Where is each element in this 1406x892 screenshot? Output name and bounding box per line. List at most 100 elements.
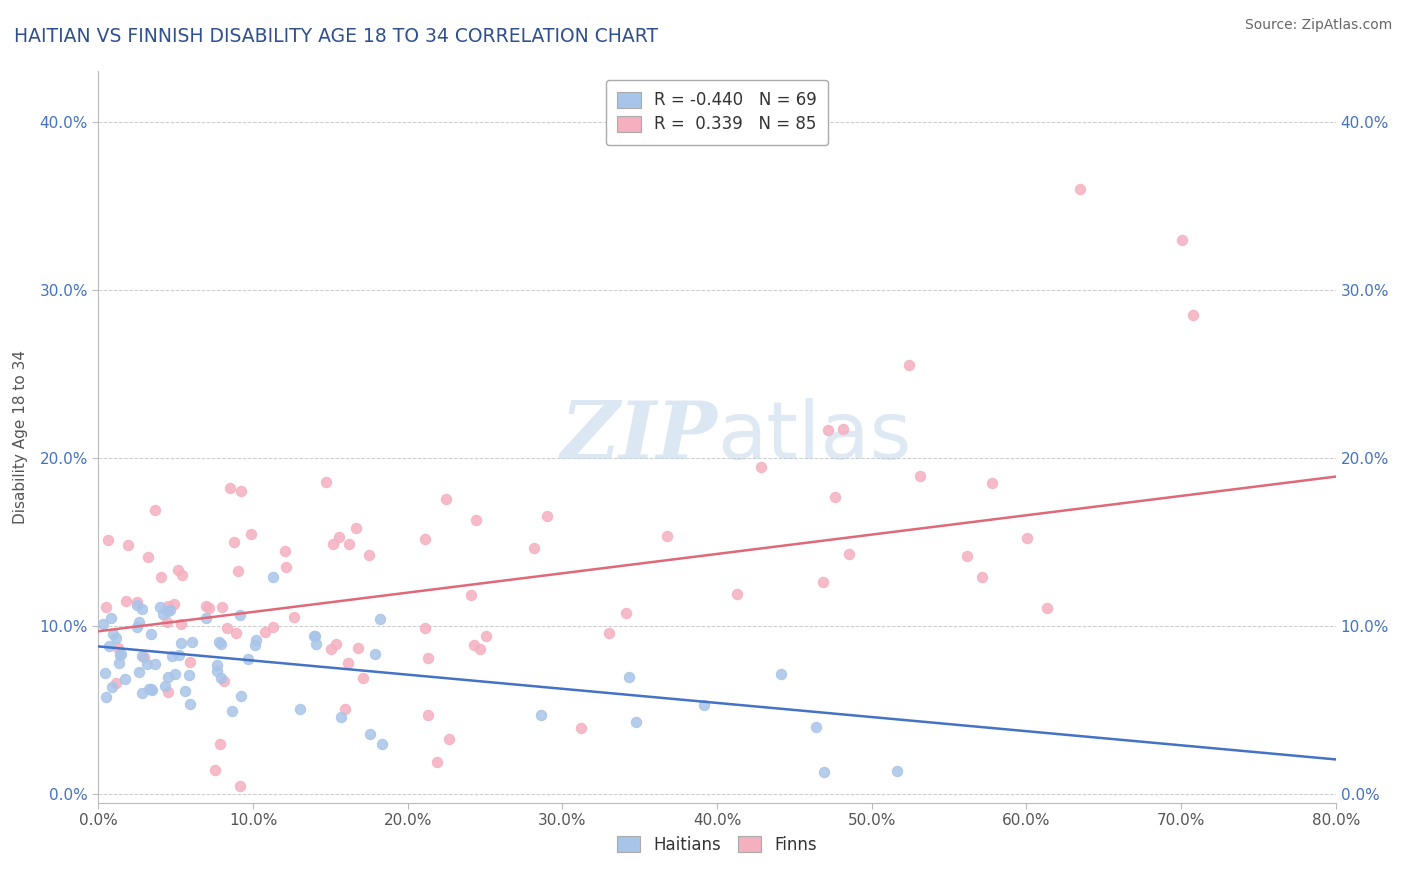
Point bbox=[315, 475, 337, 489]
Point bbox=[228, 607, 250, 622]
Point bbox=[624, 714, 647, 729]
Point bbox=[897, 358, 920, 372]
Point bbox=[205, 665, 228, 679]
Point bbox=[219, 481, 242, 495]
Point bbox=[359, 727, 381, 741]
Point bbox=[468, 642, 491, 657]
Point bbox=[204, 764, 226, 778]
Point bbox=[465, 513, 488, 527]
Point bbox=[980, 475, 1002, 490]
Point bbox=[138, 681, 160, 696]
Point bbox=[104, 631, 127, 645]
Point bbox=[105, 675, 128, 690]
Point bbox=[363, 648, 385, 662]
Point bbox=[136, 549, 159, 564]
Text: atlas: atlas bbox=[717, 398, 911, 476]
Point bbox=[274, 559, 297, 574]
Point bbox=[426, 755, 449, 769]
Point bbox=[418, 707, 440, 722]
Point bbox=[569, 721, 592, 735]
Point bbox=[333, 702, 356, 716]
Point bbox=[325, 637, 347, 651]
Point bbox=[211, 599, 233, 614]
Point bbox=[418, 650, 440, 665]
Point bbox=[337, 656, 360, 670]
Point bbox=[132, 649, 155, 664]
Point bbox=[114, 594, 136, 608]
Point bbox=[153, 680, 176, 694]
Point bbox=[813, 765, 835, 780]
Point bbox=[229, 779, 252, 793]
Point bbox=[195, 611, 218, 625]
Point bbox=[125, 595, 148, 609]
Y-axis label: Disability Age 18 to 34: Disability Age 18 to 34 bbox=[14, 350, 28, 524]
Point bbox=[114, 672, 136, 686]
Point bbox=[262, 569, 284, 583]
Point bbox=[179, 655, 201, 669]
Point bbox=[97, 533, 120, 548]
Point bbox=[657, 529, 679, 543]
Point bbox=[1181, 308, 1204, 322]
Point bbox=[359, 548, 381, 562]
Point bbox=[167, 563, 190, 577]
Point bbox=[321, 642, 343, 657]
Point bbox=[135, 657, 157, 672]
Point bbox=[302, 629, 325, 643]
Point bbox=[305, 637, 328, 651]
Point bbox=[131, 648, 153, 663]
Point bbox=[239, 526, 262, 541]
Point bbox=[101, 680, 124, 694]
Legend: Haitians, Finns: Haitians, Finns bbox=[610, 829, 824, 860]
Point bbox=[169, 648, 191, 662]
Point bbox=[817, 423, 839, 437]
Point bbox=[245, 638, 267, 652]
Point bbox=[811, 574, 834, 589]
Point bbox=[238, 652, 260, 666]
Point bbox=[253, 624, 276, 639]
Point bbox=[141, 627, 163, 641]
Point bbox=[110, 648, 132, 662]
Point bbox=[149, 599, 172, 614]
Point bbox=[522, 541, 544, 556]
Point bbox=[804, 720, 827, 734]
Point bbox=[413, 532, 436, 546]
Point bbox=[838, 547, 860, 561]
Point bbox=[181, 635, 204, 649]
Point bbox=[198, 601, 221, 615]
Point bbox=[352, 671, 374, 685]
Point bbox=[194, 599, 217, 613]
Point bbox=[125, 598, 148, 612]
Point bbox=[619, 670, 641, 684]
Point bbox=[221, 704, 243, 718]
Point bbox=[598, 626, 620, 640]
Point bbox=[769, 667, 792, 681]
Point bbox=[972, 570, 994, 584]
Point bbox=[262, 620, 284, 634]
Point bbox=[231, 483, 253, 498]
Point bbox=[141, 683, 163, 698]
Point bbox=[152, 607, 174, 622]
Point bbox=[159, 603, 181, 617]
Point bbox=[125, 620, 148, 634]
Point bbox=[209, 637, 232, 651]
Point bbox=[371, 737, 394, 751]
Point bbox=[344, 521, 367, 535]
Point bbox=[529, 708, 551, 723]
Point bbox=[162, 597, 184, 611]
Point bbox=[910, 469, 932, 483]
Point bbox=[1171, 233, 1194, 247]
Point bbox=[328, 530, 350, 544]
Point bbox=[215, 621, 238, 635]
Text: Source: ZipAtlas.com: Source: ZipAtlas.com bbox=[1244, 18, 1392, 32]
Point bbox=[460, 588, 482, 602]
Point bbox=[131, 686, 153, 700]
Point bbox=[475, 629, 498, 643]
Point bbox=[143, 657, 166, 671]
Point bbox=[536, 509, 558, 524]
Point bbox=[1015, 532, 1038, 546]
Point bbox=[110, 647, 132, 661]
Point bbox=[128, 615, 150, 629]
Point bbox=[329, 710, 352, 724]
Point bbox=[149, 569, 172, 583]
Point bbox=[94, 600, 117, 615]
